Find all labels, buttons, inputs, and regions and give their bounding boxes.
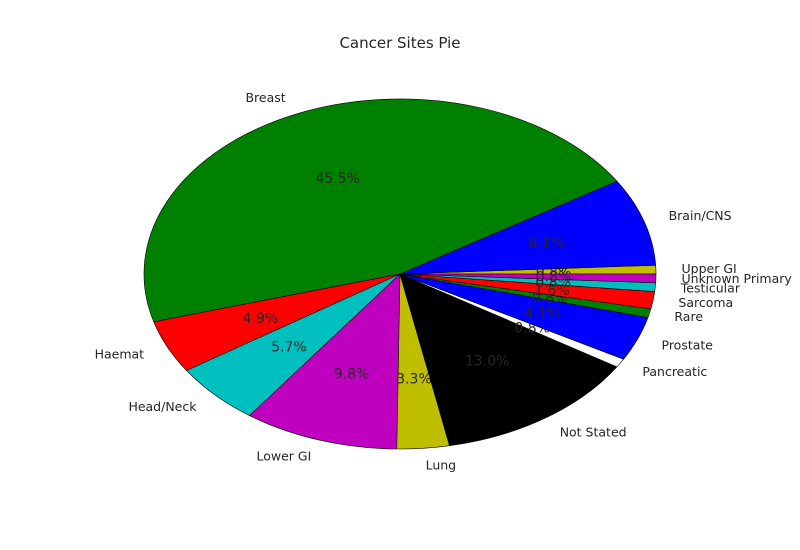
slice-label-prostate: Prostate (662, 337, 714, 352)
pct-label-lung: 3.3% (396, 372, 432, 388)
slice-label-rare: Rare (674, 309, 703, 324)
slice-label-sarcoma: Sarcoma (678, 295, 733, 310)
pct-label-brain-cns: 8.1% (529, 236, 565, 252)
pct-label-lower-gi: 9.8% (334, 367, 370, 383)
slice-label-pancreatic: Pancreatic (642, 364, 707, 379)
slice-label-upper-gi: Upper GI (682, 261, 737, 276)
slice-label-haemat: Haemat (95, 346, 145, 361)
pct-label-unknown-primary: 0.8% (536, 270, 572, 286)
chart-title: Cancer Sites Pie (339, 34, 461, 52)
pct-label-prostate: 4.1% (525, 306, 561, 322)
slice-label-head-neck: Head/Neck (128, 399, 197, 414)
pie-slice-lower-gi (249, 273, 401, 450)
pct-label-head-neck: 5.7% (271, 340, 307, 356)
pct-label-sarcoma: 1.6% (534, 283, 570, 299)
pct-label-haemat: 4.9% (243, 311, 279, 327)
pie-slice-unknown-primary (399, 273, 657, 284)
slice-label-not-stated: Not Stated (560, 425, 627, 440)
slice-label-unknown-primary: Unknown Primary (682, 271, 793, 286)
slice-label-breast: Breast (245, 90, 285, 105)
pie-slice-breast (143, 98, 618, 323)
pie-slice-brain-cns (399, 180, 656, 275)
slice-label-lung: Lung (426, 458, 457, 473)
slice-label-testicular: Testicular (680, 281, 741, 296)
pct-label-breast: 45.5% (315, 171, 359, 187)
pct-label-not-stated: 13.0% (465, 354, 509, 370)
slice-label-lower-gi: Lower GI (257, 449, 312, 464)
pie-slice-not-stated (399, 273, 618, 446)
slice-label-brain-cns: Brain/CNS (669, 208, 732, 223)
